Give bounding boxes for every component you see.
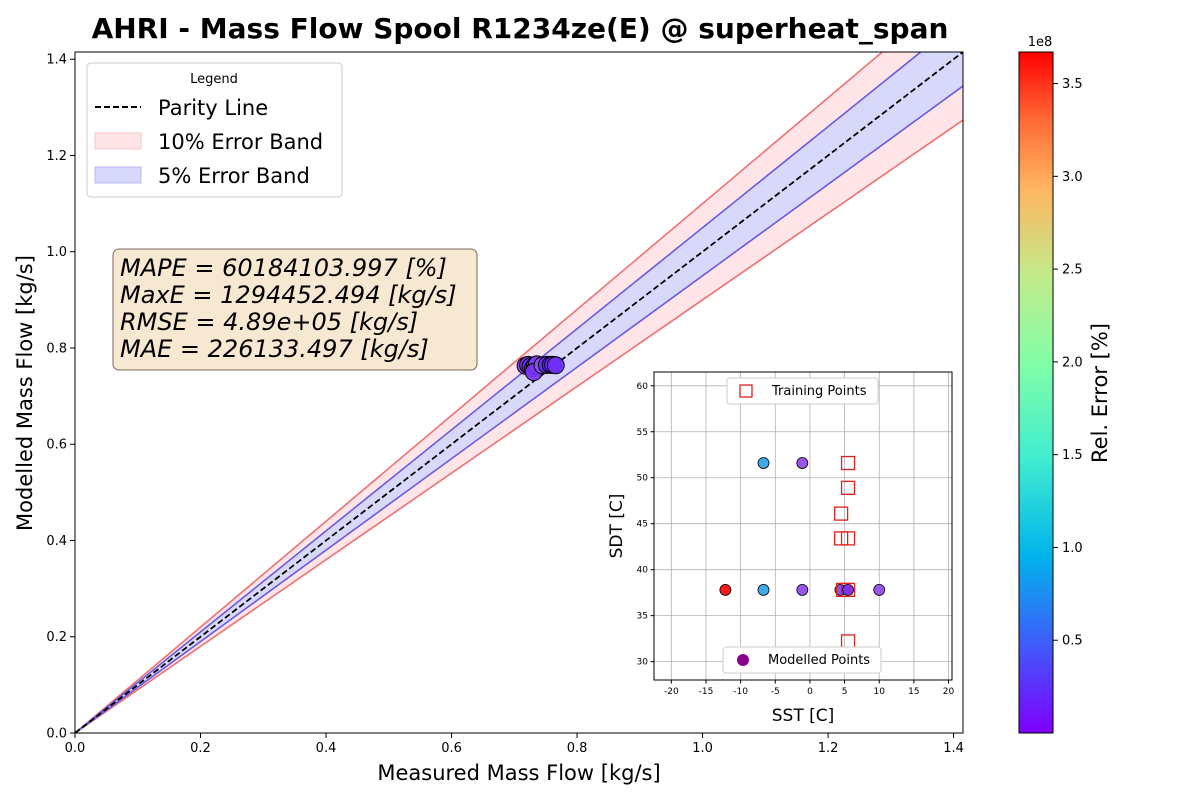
stat-mae: MAE = 226133.497 [kg/s] [120, 335, 429, 363]
inset-x-tick-label: -20 [664, 687, 679, 697]
inset-y-tick-label: 40 [637, 566, 649, 576]
y-tick-label: 1.4 [46, 53, 67, 68]
legend-5-percent-swatch [94, 166, 142, 184]
x-axis-ticks: 0.0 0.2 0.4 0.6 0.8 1.0 1.2 1.4 [65, 733, 964, 756]
legend: Legend Parity Line 10% Error Band 5% Err… [86, 62, 343, 198]
x-tick-label: 0.2 [190, 741, 211, 756]
inset-modelled-legend-box [722, 646, 882, 674]
colorbar-gradient [1018, 51, 1054, 734]
inset-grid [654, 372, 952, 680]
inset-training-point [840, 582, 856, 598]
inset-modelled-point [757, 583, 770, 596]
x-axis-label: Measured Mass Flow [kg/s] [377, 761, 660, 785]
colorbar-tick-label: 1.0 [1062, 541, 1083, 556]
plot-frame [74, 51, 964, 734]
y-axis-label: Modelled Mass Flow [kg/s] [13, 255, 37, 531]
inset-x-axis-label: SST [C] [772, 706, 835, 726]
y-tick-label: 0.8 [46, 341, 67, 356]
colorbar-tick-label: 2.0 [1062, 355, 1083, 370]
legend-entry-10-percent-band: 10% Error Band [158, 130, 323, 154]
chart-title: AHRI - Mass Flow Spool R1234ze(E) @ supe… [92, 12, 949, 45]
colorbar-tick-label: 0.5 [1062, 634, 1083, 649]
training-legend-label: Training Points [771, 384, 867, 399]
y-axis-ticks: 0.0 0.2 0.4 0.6 0.8 1.0 1.2 1.4 [46, 53, 75, 742]
inset-y-tick-label: 55 [637, 428, 648, 438]
inset-chart: -20 -15 -10 -5 0 5 10 15 20 30 35 40 45 50 55 60 SST [… [607, 371, 955, 726]
inset-modelled-point [842, 583, 854, 596]
inset-y-ticks: 30 35 40 45 50 55 60 [637, 382, 654, 668]
inset-x-tick-label: 20 [943, 687, 955, 697]
x-tick-label: 0.0 [65, 741, 86, 756]
inset-x-ticks: -20 -15 -10 -5 0 5 10 15 20 [664, 680, 955, 697]
inset-modelled-legend: Modelled Points [722, 646, 882, 674]
legend-10-percent-swatch [94, 132, 142, 150]
inset-x-tick-label: -15 [699, 687, 714, 697]
y-tick-label: 0.6 [46, 438, 67, 453]
inset-x-tick-label: -10 [733, 687, 748, 697]
inset-modelled-point [757, 457, 770, 469]
x-tick-label: 1.4 [943, 741, 964, 756]
inset-modelled-point [873, 583, 886, 596]
x-tick-label: 1.2 [818, 741, 839, 756]
legend-entry-parity-line: Parity Line [158, 96, 268, 120]
colorbar: 1e8 0.5 1.0 1.5 2.0 2.5 3.0 3.5 Rel. Error [%] [1018, 35, 1112, 734]
inset-y-tick-label: 50 [637, 474, 649, 484]
inset-training-points [833, 455, 856, 649]
inset-training-point [840, 531, 856, 546]
colorbar-tick-label: 1.5 [1062, 448, 1083, 463]
y-tick-label: 0.2 [46, 630, 67, 645]
stat-maxe: MaxE = 1294452.494 [kg/s] [120, 281, 457, 309]
colorbar-label: Rel. Error [%] [1088, 323, 1112, 463]
inset-background [654, 372, 952, 680]
colorbar-multiplier: 1e8 [1028, 35, 1053, 50]
inset-modelled-point [796, 583, 809, 596]
inset-y-tick-label: 30 [637, 658, 649, 668]
statistics-box: MAPE = 60184103.997 [%] MaxE = 1294452.4… [112, 248, 478, 371]
5-percent-band-upper-edge [75, 52, 922, 733]
inset-modelled-point [719, 583, 732, 596]
inset-x-tick-label: 0 [807, 687, 813, 697]
colorbar-ticks: 0.5 1.0 1.5 2.0 2.5 3.0 3.5 [1053, 77, 1083, 649]
modelled-legend-marker [737, 654, 749, 666]
inset-x-tick-label: -5 [771, 687, 780, 697]
inset-modelled-points [719, 457, 886, 596]
inset-training-point [840, 480, 856, 495]
inset-y-axis-label: SDT [C] [607, 494, 627, 559]
x-tick-label: 1.0 [692, 741, 713, 756]
stat-mape: MAPE = 60184103.997 [%] [120, 254, 447, 282]
inset-frame [653, 371, 953, 681]
inset-training-point [833, 506, 849, 521]
modelled-legend-label: Modelled Points [768, 653, 870, 668]
legend-title: Legend [190, 72, 238, 87]
colorbar-tick-label: 2.5 [1062, 263, 1083, 278]
modelled-data-points [516, 355, 565, 382]
inset-training-legend-box [726, 377, 879, 405]
x-tick-label: 0.6 [441, 741, 462, 756]
legend-entry-5-percent-band: 5% Error Band [158, 164, 310, 188]
inset-training-legend: Training Points [726, 377, 879, 405]
10-percent-band-upper-edge [75, 52, 884, 733]
inset-modelled-point [796, 457, 809, 469]
inset-x-tick-label: 15 [908, 687, 919, 697]
statistics-box-background [112, 248, 478, 371]
inset-x-tick-label: 5 [842, 687, 848, 697]
colorbar-tick-label: 3.5 [1062, 77, 1083, 92]
inset-y-tick-label: 60 [637, 382, 649, 392]
y-tick-label: 0.0 [46, 727, 67, 742]
inset-x-tick-label: 10 [874, 687, 886, 697]
legend-box [86, 62, 343, 198]
training-legend-marker [739, 384, 753, 398]
x-tick-label: 0.4 [316, 741, 337, 756]
y-tick-label: 0.4 [46, 534, 67, 549]
inset-training-point [840, 455, 856, 471]
data-point [546, 356, 565, 375]
colorbar-tick-label: 3.0 [1062, 170, 1083, 185]
y-tick-label: 1.0 [46, 245, 67, 260]
y-tick-label: 1.2 [46, 149, 67, 164]
x-tick-label: 0.8 [567, 741, 588, 756]
stat-rmse: RMSE = 4.89e+05 [kg/s] [120, 308, 418, 336]
inset-y-tick-label: 45 [637, 520, 648, 530]
inset-y-tick-label: 35 [637, 612, 648, 622]
